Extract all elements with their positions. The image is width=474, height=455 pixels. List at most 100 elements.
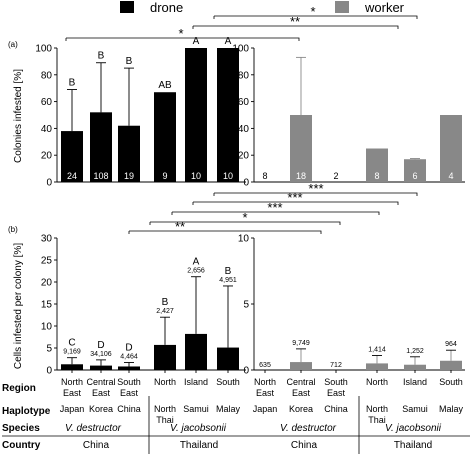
y-tick-label-right-a: 20	[238, 151, 250, 162]
bar-worker-a	[290, 115, 312, 182]
bar-drone-b	[118, 366, 140, 370]
n-label-worker-a: 18	[296, 171, 306, 181]
sig-bracket-a-mid	[192, 25, 399, 29]
region-label-right: North	[366, 377, 388, 387]
letter-drone-a: A	[193, 36, 200, 47]
region-label-right: East	[292, 388, 311, 398]
n-label-worker-a: 8	[262, 171, 267, 181]
country-right-1: Thailand	[180, 440, 218, 451]
n-label-worker-b: 1,414	[368, 346, 386, 353]
y-tick-label-left-a: 0	[46, 178, 52, 189]
n-label-drone-b: 34,106	[90, 351, 112, 358]
bar-worker-a	[440, 115, 462, 182]
y-tick-label-left-b: 5	[46, 344, 52, 355]
n-label-drone-a: 10	[191, 171, 201, 181]
n-label-worker-b: 635	[259, 362, 271, 369]
region-label-left: East	[92, 388, 111, 398]
y-tick-label-right-a: 0	[243, 178, 249, 189]
panel-label-a: (a)	[8, 40, 18, 49]
bar-drone-b	[154, 344, 176, 370]
n-label-drone-a: 19	[124, 171, 134, 181]
y-tick-label-left-a: 80	[41, 70, 53, 81]
species-left-1: V. destructor	[65, 423, 122, 434]
y-tick-label-left-a: 40	[41, 124, 53, 135]
bar-worker-b	[290, 362, 312, 370]
n-label-drone-a: 24	[67, 171, 77, 181]
letter-drone-a: AB	[158, 80, 172, 91]
haplotype-label-left: Samui	[183, 404, 209, 414]
letter-drone-b: C	[68, 338, 75, 349]
sig-bracket-a-low	[65, 37, 300, 41]
n-label-worker-b: 9,749	[292, 340, 310, 347]
haplotype-label-right: Samui	[402, 404, 428, 414]
bar-drone-a	[185, 48, 207, 182]
letter-drone-a: B	[69, 78, 76, 89]
bar-worker-b	[366, 363, 388, 370]
letter-drone-a: A	[225, 36, 232, 47]
y-axis-label-b: Cells infested per colony [%]	[13, 243, 24, 369]
region-label-left: East	[63, 388, 82, 398]
country-left-1: China	[83, 440, 110, 451]
species-right-1: V. jacobsonii	[170, 423, 227, 434]
bar-drone-b	[185, 333, 207, 370]
letter-drone-a: B	[98, 51, 105, 62]
n-label-drone-b: 4,464	[120, 354, 138, 361]
n-label-worker-b: 712	[330, 362, 342, 369]
y-tick-label-left-a: 100	[35, 44, 52, 55]
y-tick-label-right-a: 80	[238, 70, 250, 81]
row-label-haplotype: Haplotype	[2, 406, 51, 417]
n-label-drone-a: 10	[223, 171, 233, 181]
haplotype-label-left: Malay	[216, 404, 241, 414]
sig-bracket-b-3	[171, 211, 380, 215]
region-label-right: South	[324, 377, 348, 387]
y-tick-label-right-b: 0	[243, 366, 249, 377]
row-label-region: Region	[2, 383, 36, 394]
bar-drone-a	[217, 48, 239, 182]
region-label-right: East	[256, 388, 275, 398]
haplotype-label-left: Thai	[156, 415, 174, 425]
region-label-right: North	[254, 377, 276, 387]
y-tick-label-left-b: 0	[46, 366, 52, 377]
sig-a-double: **	[290, 14, 300, 29]
bar-drone-b	[61, 364, 83, 370]
haplotype-label-left: Japan	[60, 404, 85, 414]
legend-label-drone: drone	[150, 0, 183, 15]
sig-b-triple3: ***	[267, 200, 282, 215]
legend-swatch-drone	[120, 1, 134, 13]
region-label-left: East	[120, 388, 139, 398]
legend-swatch-worker	[335, 1, 349, 13]
y-tick-label-left-b: 15	[41, 300, 53, 311]
y-tick-label-right-b: 5	[243, 300, 249, 311]
y-tick-label-right-a: 60	[238, 97, 250, 108]
row-label-country: Country	[2, 440, 41, 451]
haplotype-label-right: Korea	[289, 404, 313, 414]
n-label-drone-a: 9	[162, 171, 167, 181]
y-tick-label-left-b: 30	[41, 234, 53, 245]
region-label-left: Central	[86, 377, 115, 387]
n-label-worker-b: 964	[445, 341, 457, 348]
haplotype-label-right: Japan	[253, 404, 278, 414]
sig-a-star: *	[178, 26, 183, 41]
sig-b-triple2: ***	[287, 190, 302, 205]
country-left-2: China	[291, 440, 318, 451]
bar-worker-a	[404, 159, 426, 182]
y-tick-label-right-a: 100	[232, 44, 249, 55]
row-label-species: Species	[2, 423, 40, 434]
bar-drone-b	[217, 347, 239, 370]
letter-drone-a: B	[126, 56, 133, 67]
bar-drone-a	[118, 125, 140, 182]
letter-drone-b: B	[162, 297, 169, 308]
sig-b-triple1: ***	[308, 181, 323, 196]
n-label-worker-b: 1,252	[406, 348, 424, 355]
bar-worker-b	[404, 364, 426, 370]
region-label-right: South	[439, 377, 463, 387]
sig-bracket-b-5	[128, 230, 322, 234]
sig-b-single: *	[242, 210, 247, 225]
y-axis-label-a: Colonies infested [%]	[13, 69, 24, 163]
bar-drone-a	[154, 92, 176, 182]
letter-drone-b: B	[225, 266, 232, 277]
sig-bracket-b-4	[149, 221, 341, 225]
n-label-drone-b: 4,951	[219, 277, 237, 284]
region-label-left: North	[61, 377, 83, 387]
